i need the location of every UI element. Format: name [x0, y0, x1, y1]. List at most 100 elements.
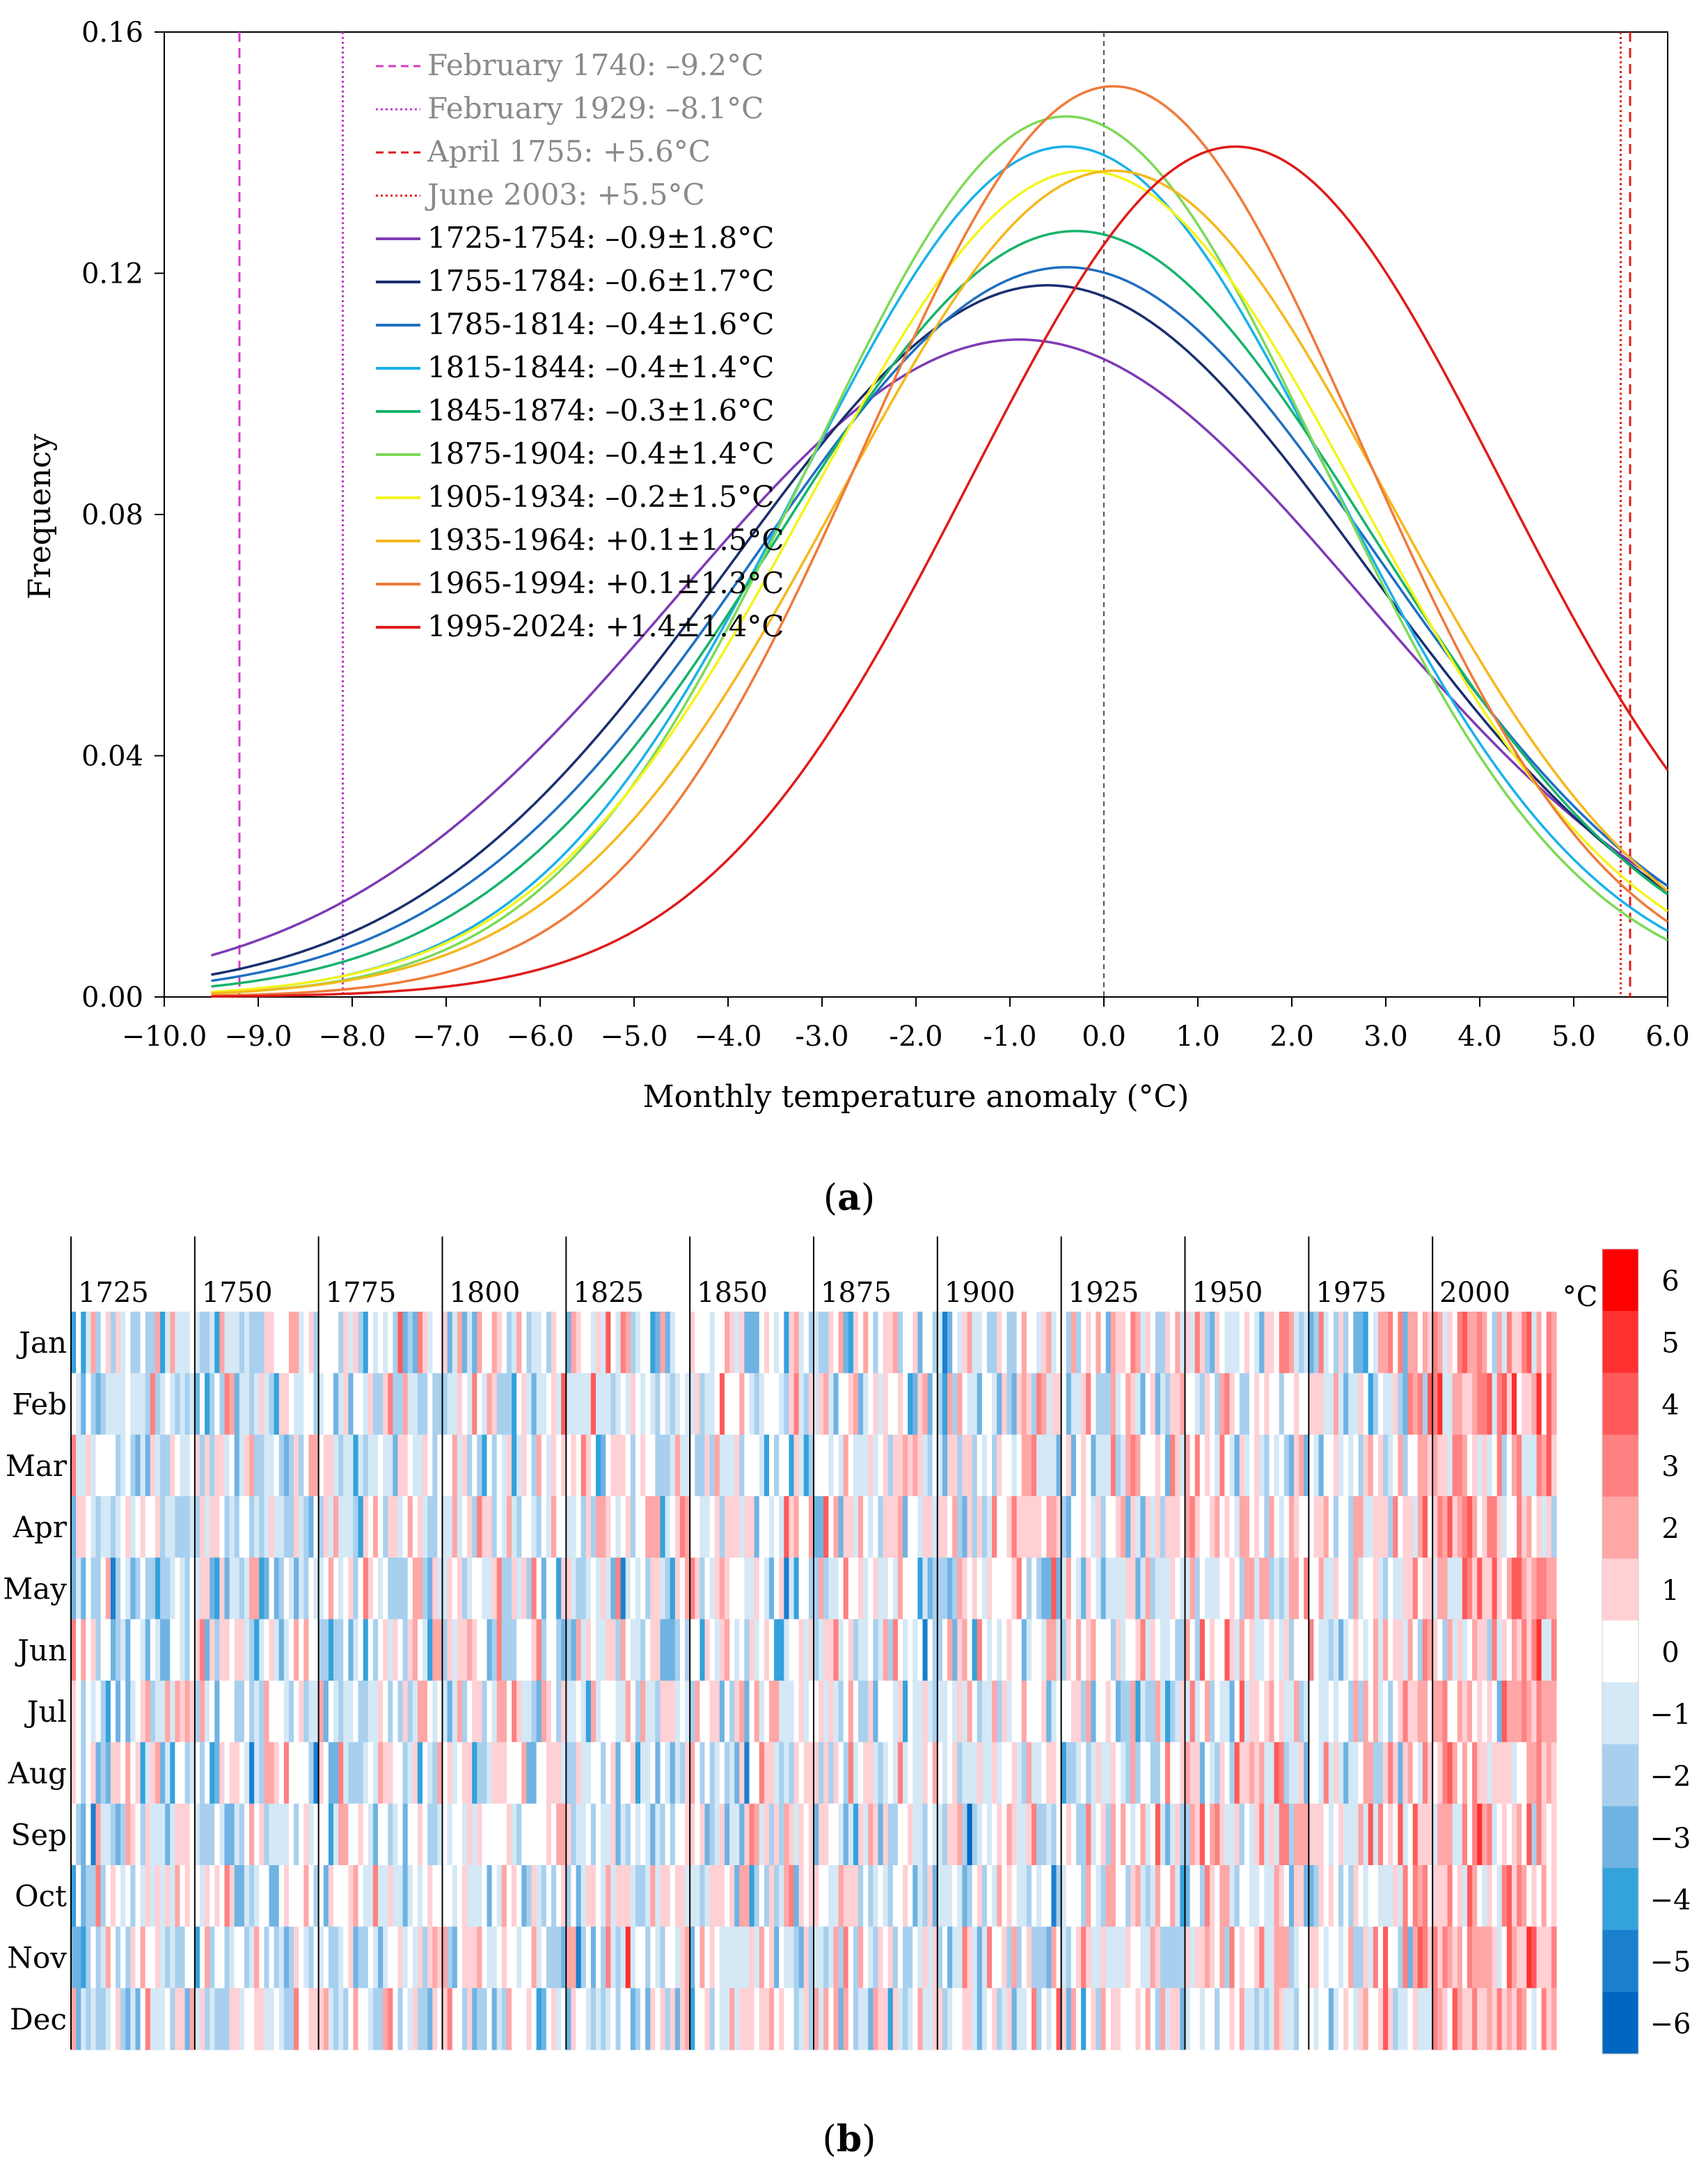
- heatmap-cell: [912, 1373, 918, 1436]
- heatmap-cell: [1269, 1557, 1275, 1620]
- heatmap-cell: [205, 1681, 210, 1743]
- heatmap-cell: [952, 1312, 958, 1374]
- heatmap-cell: [1368, 1619, 1374, 1681]
- heatmap-cell: [536, 1926, 542, 1989]
- heatmap-cell: [100, 1681, 106, 1743]
- heatmap-cell: [1309, 1496, 1315, 1558]
- heatmap-cell: [1442, 1742, 1448, 1805]
- heatmap-cell: [437, 1988, 443, 2050]
- heatmap-cell: [338, 1681, 344, 1743]
- heatmap-cell: [650, 1681, 656, 1743]
- heatmap-cell: [992, 1312, 997, 1374]
- heatmap-cell: [620, 1988, 626, 2050]
- heatmap-cell: [1477, 1926, 1483, 1989]
- heatmap-cell: [645, 1496, 651, 1558]
- heatmap-cell: [927, 1865, 933, 1927]
- heatmap-cell: [962, 1926, 968, 1989]
- heatmap-cell: [1229, 1803, 1235, 1866]
- heatmap-cell: [793, 1557, 800, 1620]
- heatmap-cell: [244, 1496, 250, 1558]
- heatmap-cell: [1541, 1619, 1547, 1681]
- heatmap-cell: [719, 1434, 725, 1497]
- heatmap-cell: [442, 1557, 448, 1620]
- heatmap-cell: [1259, 1803, 1265, 1866]
- heatmap-cell: [86, 1557, 92, 1620]
- heatmap-cell: [1046, 1434, 1052, 1497]
- heatmap-cell: [71, 1312, 77, 1374]
- heatmap-cell: [1190, 1557, 1196, 1620]
- heatmap-cell: [447, 1557, 453, 1620]
- heatmap-cell: [1467, 1496, 1473, 1558]
- heatmap-cell: [1160, 1988, 1166, 2050]
- heatmap-cell: [1006, 1557, 1013, 1620]
- heatmap-cell: [506, 1681, 512, 1743]
- heatmap-cell: [1551, 1988, 1557, 2050]
- heatmap-cell: [972, 1312, 978, 1374]
- heatmap-cell: [175, 1926, 181, 1989]
- heatmap-cell: [1066, 1681, 1072, 1743]
- heatmap-cell: [516, 1312, 522, 1374]
- heatmap-cell: [1522, 1496, 1527, 1558]
- heatmap-cell: [95, 1312, 102, 1374]
- colorbar-tick-label: 4: [1661, 1389, 1679, 1421]
- heatmap-cell: [942, 1373, 948, 1436]
- heatmap-cell: [779, 1557, 784, 1620]
- heatmap-cell: [417, 1742, 423, 1805]
- heatmap-cell: [1150, 1619, 1156, 1681]
- heatmap-cell: [843, 1803, 849, 1866]
- heatmap-cell: [1180, 1926, 1186, 1989]
- heatmap-cell: [1432, 1373, 1438, 1436]
- heatmap-cell: [283, 1434, 290, 1497]
- heatmap-cell: [917, 1865, 924, 1927]
- heatmap-cell: [343, 1434, 349, 1497]
- heatmap-cell: [912, 1312, 918, 1374]
- heatmap-cell: [1190, 1681, 1196, 1743]
- heatmap-cell: [679, 1557, 686, 1620]
- y-tick-label: 0.12: [81, 258, 143, 290]
- heatmap-cell: [1081, 1557, 1086, 1620]
- heatmap-cell: [1239, 1803, 1245, 1866]
- heatmap-cell: [189, 1742, 196, 1805]
- heatmap-cell: [1081, 1496, 1086, 1558]
- heatmap-cell: [1383, 1434, 1389, 1497]
- colorbar-tick-label: −2: [1650, 1761, 1691, 1793]
- heatmap-cell: [819, 1619, 824, 1681]
- heatmap-cell: [1368, 1926, 1374, 1989]
- heatmap-cell: [952, 1988, 958, 2050]
- heatmap-cell: [1373, 1803, 1379, 1866]
- heatmap-cell: [288, 1803, 294, 1866]
- heatmap-cell: [116, 1373, 121, 1436]
- heatmap-cell: [81, 1434, 86, 1497]
- heatmap-cell: [1551, 1803, 1557, 1866]
- heatmap-cell: [585, 1865, 592, 1927]
- heatmap-cell: [437, 1434, 443, 1497]
- heatmap-cell: [1377, 1681, 1384, 1743]
- heatmap-cell: [1283, 1803, 1290, 1866]
- heatmap-cell: [1407, 1681, 1414, 1743]
- heatmap-cell: [754, 1619, 760, 1681]
- heatmap-cell: [165, 1434, 171, 1497]
- heatmap-cell: [1224, 1312, 1231, 1374]
- heatmap-cell: [219, 1803, 226, 1866]
- heatmap-cell: [1234, 1988, 1240, 2050]
- heatmap-cell: [145, 1681, 151, 1743]
- heatmap-cell: [981, 1742, 988, 1805]
- heatmap-cell: [932, 1496, 938, 1558]
- heatmap-cell: [278, 1926, 285, 1989]
- heatmap-cell: [116, 1312, 121, 1374]
- heatmap-cell: [422, 1619, 428, 1681]
- heatmap-cell: [744, 1865, 750, 1927]
- heatmap-cell: [833, 1926, 839, 1989]
- heatmap-cell: [76, 1373, 81, 1436]
- heatmap-cell: [1457, 1803, 1463, 1866]
- heatmap-cell: [467, 1312, 473, 1374]
- heatmap-cell: [1299, 1496, 1304, 1558]
- heatmap-cell: [1051, 1988, 1057, 2050]
- heatmap-cell: [1199, 1988, 1206, 2050]
- heatmap-cell: [1358, 1926, 1364, 1989]
- heatmap-cell: [1041, 1312, 1047, 1374]
- heatmap-cell: [512, 1619, 517, 1681]
- heatmap-cell: [1170, 1865, 1176, 1927]
- heatmap-cell: [353, 1434, 359, 1497]
- heatmap-cell: [1452, 1988, 1458, 2050]
